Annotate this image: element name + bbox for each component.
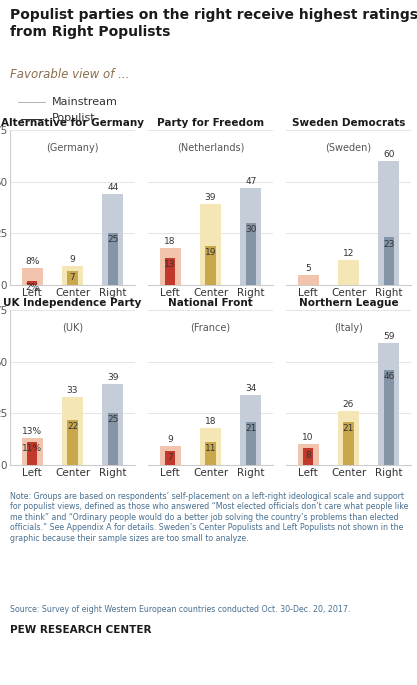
Bar — [18, 102, 46, 103]
Text: Mainstream: Mainstream — [52, 97, 118, 107]
Text: 11: 11 — [205, 445, 216, 453]
Bar — [240, 188, 261, 285]
Bar — [108, 413, 118, 465]
Bar — [165, 451, 176, 465]
Text: 21: 21 — [343, 423, 354, 433]
Text: Populist parties on the right receive highest ratings
from Right Populists: Populist parties on the right receive hi… — [10, 8, 417, 39]
Bar — [165, 258, 176, 285]
Bar — [205, 246, 216, 285]
Bar — [102, 384, 123, 465]
Text: 7: 7 — [167, 453, 173, 462]
Text: Populist: Populist — [52, 113, 95, 123]
Bar — [378, 343, 399, 465]
Text: Party for Freedom: Party for Freedom — [157, 118, 264, 128]
Text: 46: 46 — [383, 372, 394, 381]
Text: (UK): (UK) — [62, 323, 83, 333]
Text: National Front: National Front — [168, 298, 253, 308]
Bar — [200, 428, 221, 465]
Text: 34: 34 — [245, 384, 256, 393]
Text: 22: 22 — [67, 421, 78, 431]
Bar — [62, 397, 83, 465]
Text: 8: 8 — [305, 451, 311, 460]
Text: 13%: 13% — [22, 427, 42, 436]
Text: 39: 39 — [205, 193, 216, 202]
Text: 21: 21 — [245, 423, 256, 433]
Bar — [384, 238, 394, 285]
Bar — [160, 447, 181, 465]
Bar — [343, 421, 354, 465]
Text: (Italy): (Italy) — [334, 323, 363, 333]
Text: 19: 19 — [205, 248, 216, 257]
Text: Sweden Democrats: Sweden Democrats — [292, 118, 405, 128]
Bar — [67, 271, 78, 285]
Text: 47: 47 — [245, 177, 256, 186]
Text: (Netherlands): (Netherlands) — [177, 143, 244, 153]
Bar — [102, 194, 123, 285]
Text: Alternative for Germany: Alternative for Germany — [1, 118, 144, 128]
Text: (France): (France) — [191, 323, 231, 333]
Text: 60: 60 — [383, 150, 394, 159]
Text: 25: 25 — [107, 236, 118, 245]
Text: Northern League: Northern League — [299, 298, 398, 308]
Text: 9: 9 — [70, 256, 75, 264]
Bar — [62, 266, 83, 285]
Bar — [240, 395, 261, 465]
Bar — [22, 438, 43, 465]
Text: Favorable view of ...: Favorable view of ... — [10, 68, 129, 81]
Text: 18: 18 — [205, 416, 216, 426]
Text: (Germany): (Germany) — [46, 143, 99, 153]
Bar — [338, 411, 359, 465]
Text: 9: 9 — [167, 436, 173, 445]
Bar — [27, 281, 38, 285]
Text: UK Independence Party: UK Independence Party — [3, 298, 142, 308]
Bar — [298, 275, 319, 285]
Text: 25: 25 — [107, 415, 118, 425]
Text: 10: 10 — [302, 434, 314, 443]
Text: 44: 44 — [107, 183, 118, 192]
Bar — [246, 421, 256, 465]
Bar — [378, 161, 399, 285]
Bar — [67, 419, 78, 465]
Text: 5: 5 — [305, 264, 311, 273]
Text: 23: 23 — [383, 240, 394, 249]
Bar — [160, 248, 181, 285]
Bar — [22, 269, 43, 285]
Text: 7: 7 — [70, 273, 75, 282]
Text: 13: 13 — [164, 260, 176, 269]
Text: 11%: 11% — [22, 445, 42, 453]
Bar — [338, 260, 359, 285]
Text: 30: 30 — [245, 225, 256, 234]
Text: (Sweden): (Sweden) — [325, 143, 372, 153]
Bar — [205, 443, 216, 465]
Bar — [384, 370, 394, 465]
Bar — [303, 449, 314, 465]
Text: 18: 18 — [164, 237, 176, 246]
Bar — [298, 445, 319, 465]
Text: 33: 33 — [67, 386, 78, 395]
Text: 39: 39 — [107, 373, 118, 382]
Text: 59: 59 — [383, 332, 394, 341]
Bar — [108, 234, 118, 285]
Text: 2%: 2% — [25, 283, 39, 292]
Bar — [27, 443, 38, 465]
Bar — [246, 223, 256, 285]
Text: 26: 26 — [343, 400, 354, 409]
Bar — [200, 204, 221, 285]
Text: 12: 12 — [343, 249, 354, 258]
Text: PEW RESEARCH CENTER: PEW RESEARCH CENTER — [10, 625, 151, 635]
Text: 8%: 8% — [25, 258, 39, 266]
Text: Note: Groups are based on respondents’ self-placement on a left-right ideologica: Note: Groups are based on respondents’ s… — [10, 492, 408, 543]
Text: Source: Survey of eight Western European countries conducted Oct. 30-Dec. 20, 20: Source: Survey of eight Western European… — [10, 605, 350, 614]
